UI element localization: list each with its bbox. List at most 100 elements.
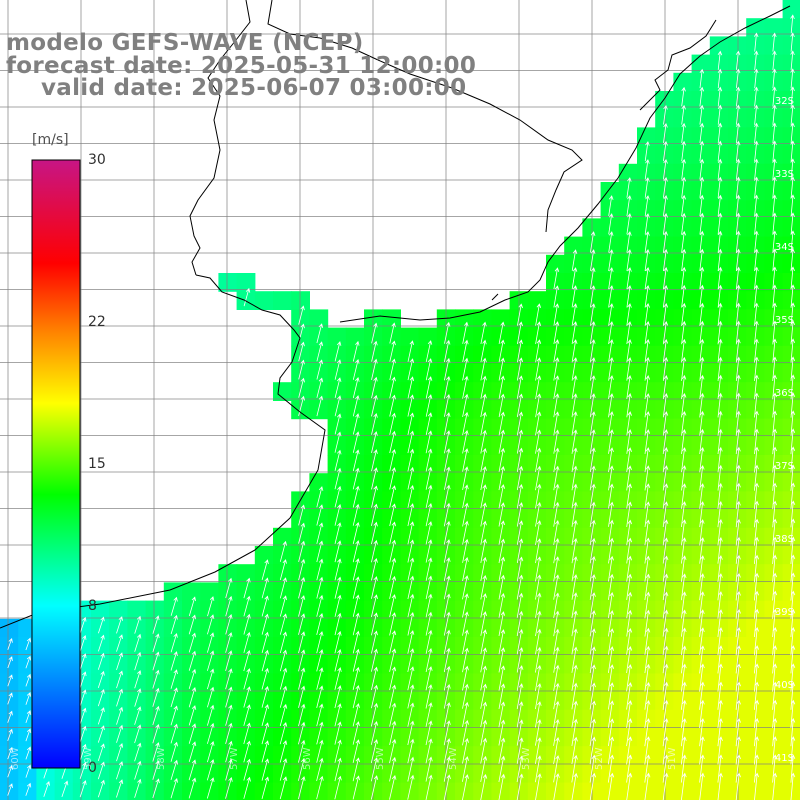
wind-arrow [116, 724, 124, 743]
wind-arrow [25, 637, 32, 651]
wind-arrow [571, 357, 578, 381]
wind-arrow [681, 573, 687, 601]
wind-speed-cell [218, 655, 238, 674]
wind-arrow [681, 627, 687, 656]
wind-arrow [97, 689, 105, 707]
wind-arrow [498, 737, 506, 764]
wind-arrow [772, 772, 778, 800]
wind-arrow [790, 356, 796, 382]
wind-arrow [480, 647, 487, 673]
wind-arrow [407, 503, 415, 527]
wind-arrow [717, 212, 723, 235]
wind-arrow [663, 140, 668, 162]
wind-arrow [334, 395, 342, 417]
wind-arrow [735, 590, 741, 619]
wind-arrow [790, 14, 795, 34]
wind-arrow [772, 736, 778, 765]
wind-speed-cell [182, 764, 201, 784]
wind-speed-cell [309, 309, 329, 329]
wind-arrow [589, 736, 596, 765]
wind-arrow [662, 338, 669, 363]
wind-arrow [389, 394, 396, 417]
wind-arrow [371, 394, 378, 417]
wind-arrow [170, 596, 178, 616]
wind-arrow [243, 776, 251, 799]
wind-arrow [662, 356, 669, 381]
wind-arrow [626, 772, 633, 800]
wind-arrow [97, 670, 105, 689]
wind-arrow [225, 668, 233, 690]
wind-arrow [480, 357, 487, 381]
wind-arrow [498, 502, 506, 527]
wind-arrow [316, 667, 324, 690]
wind-arrow [717, 699, 723, 729]
wind-arrow [735, 608, 741, 638]
wind-arrow [225, 650, 233, 672]
wind-arrow [480, 556, 487, 582]
wind-arrow [279, 758, 288, 781]
wind-arrow [662, 754, 669, 783]
wind-arrow [790, 699, 796, 729]
wind-arrow [754, 772, 760, 800]
wind-arrow [680, 736, 687, 765]
wind-arrow [553, 646, 560, 673]
wind-arrow [699, 392, 705, 418]
wind-arrow [735, 645, 741, 674]
wind-arrow [188, 777, 197, 799]
wind-arrow [480, 411, 487, 436]
wind-arrow [535, 737, 542, 764]
wind-arrow [608, 700, 615, 728]
wind-arrow [681, 410, 687, 436]
wind-arrow [772, 500, 778, 528]
wind-arrow [571, 556, 578, 582]
wind-arrow [7, 746, 13, 760]
wind-arrow [116, 688, 124, 707]
wind-arrow [279, 613, 288, 635]
wind-arrow [170, 759, 178, 781]
wind-arrow [389, 448, 396, 472]
wind-arrow [370, 757, 379, 782]
wind-arrow [754, 536, 759, 564]
wind-speed-cell [236, 655, 256, 674]
wind-arrow [516, 465, 524, 491]
wind-arrow [279, 595, 287, 617]
wind-speed-cell [0, 618, 19, 638]
wind-arrow [644, 411, 651, 436]
wind-arrow [407, 575, 415, 600]
wind-arrow [425, 593, 433, 618]
colorbar-tick-label: 8 [88, 598, 97, 614]
wind-arrow [206, 759, 215, 781]
wind-arrow [681, 537, 687, 564]
wind-arrow [754, 356, 759, 381]
wind-arrow [608, 664, 615, 692]
wind-arrow [261, 649, 269, 672]
wind-arrow [25, 692, 32, 705]
wind-arrow [626, 645, 633, 674]
wind-speed-cell [273, 382, 292, 401]
wind-arrow [444, 448, 451, 472]
wind-arrow [389, 738, 397, 764]
wind-arrow [681, 284, 687, 308]
wind-arrow [261, 577, 269, 599]
wind-arrow [553, 736, 560, 765]
wind-arrow [663, 104, 668, 125]
wind-arrow [717, 302, 723, 327]
wind-arrow [681, 212, 687, 235]
wind-arrow [516, 592, 524, 618]
wind-arrow [608, 393, 614, 418]
wind-speed-cell [491, 309, 511, 329]
wind-speed-cell [236, 564, 256, 583]
wind-speed-cell [418, 327, 438, 347]
wind-arrow [97, 725, 105, 743]
wind-arrow [516, 483, 524, 509]
wind-arrow [298, 377, 305, 398]
wind-arrow [571, 610, 578, 637]
wind-arrow [425, 448, 433, 472]
wind-arrow [644, 429, 651, 454]
wind-arrow [25, 655, 32, 669]
wind-arrow [370, 702, 379, 727]
wind-arrow [298, 739, 306, 763]
wind-speed-cell [309, 618, 329, 638]
wind-arrow [662, 609, 669, 637]
